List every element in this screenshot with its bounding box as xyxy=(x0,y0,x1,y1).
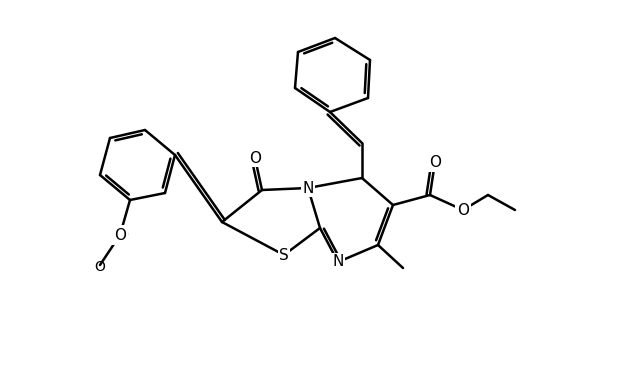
Text: O: O xyxy=(116,228,128,242)
Text: O: O xyxy=(114,228,126,242)
Text: N: N xyxy=(302,180,314,196)
Text: O: O xyxy=(429,152,441,168)
Text: N: N xyxy=(332,255,344,269)
Text: O: O xyxy=(459,203,471,217)
Text: O: O xyxy=(429,155,441,169)
Text: O: O xyxy=(95,260,106,274)
Text: S: S xyxy=(279,248,289,262)
Text: O: O xyxy=(249,151,261,166)
Text: O: O xyxy=(457,203,469,217)
